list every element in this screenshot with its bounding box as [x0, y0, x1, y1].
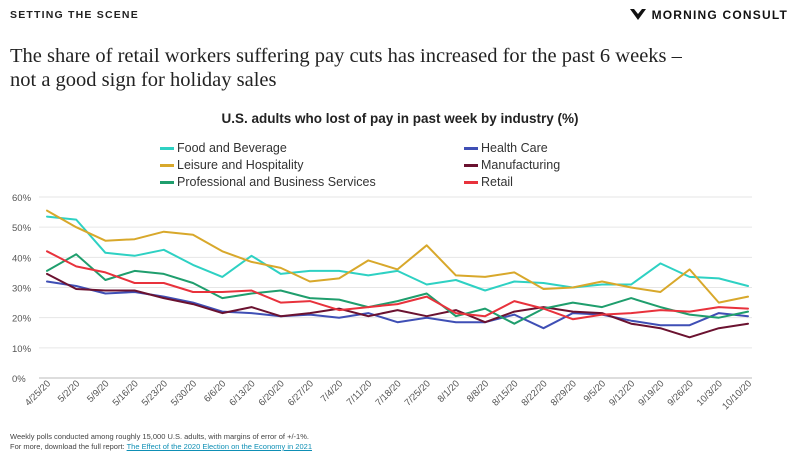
x-tick-label: 7/4/20	[319, 378, 345, 404]
x-tick-label: 10/10/20	[720, 378, 754, 412]
x-tick-label: 5/16/20	[111, 378, 141, 408]
footnote-methodology: Weekly polls conducted among roughly 15,…	[10, 432, 309, 441]
x-tick-label: 5/23/20	[140, 378, 170, 408]
legend-item-manufacturing: Manufacturing	[464, 158, 560, 172]
x-tick-label: 6/6/20	[202, 378, 228, 404]
chart-title: U.S. adults who lost of pay in past week…	[221, 111, 579, 126]
legend-label: Health Care	[481, 141, 548, 155]
legend-item-leisure-and-hospitality: Leisure and Hospitality	[160, 158, 303, 172]
headline: The share of retail workers suffering pa…	[10, 44, 710, 92]
morning-consult-logo-icon	[629, 9, 646, 20]
legend-label: Professional and Business Services	[177, 175, 376, 189]
legend-swatch	[464, 163, 478, 167]
y-tick-label: 50%	[12, 223, 32, 234]
series-line-retail	[46, 250, 749, 321]
brand-logo: MORNING CONSULT	[629, 8, 788, 22]
y-tick-label: 20%	[12, 314, 32, 325]
y-tick-label: 10%	[12, 344, 32, 355]
x-tick-label: 6/20/20	[257, 378, 287, 408]
x-tick-label: 7/25/20	[403, 378, 433, 408]
x-tick-label: 5/30/20	[169, 378, 199, 408]
x-tick-label: 7/11/20	[345, 378, 375, 408]
legend-swatch	[160, 146, 174, 150]
legend-item-health-care: Health Care	[464, 141, 548, 155]
x-tick-label: 8/8/20	[465, 378, 491, 404]
x-tick-label: 8/15/20	[490, 378, 520, 408]
y-tick-label: 60%	[12, 193, 32, 204]
legend-swatch	[160, 180, 174, 184]
headline-line-1: The share of retail workers suffering pa…	[10, 45, 682, 67]
section-label: SETTING THE SCENE	[10, 9, 139, 21]
legend-label: Food and Beverage	[177, 141, 287, 155]
series-line-food-and-beverage	[46, 215, 749, 292]
series-line-leisure-and-hospitality	[46, 209, 749, 304]
chart-legend: Food and Beverage Health Care Leisure an…	[0, 141, 800, 189]
series-line-professional-and-business-services	[46, 253, 749, 325]
legend-swatch	[464, 146, 478, 150]
y-tick-label: 40%	[12, 253, 32, 264]
x-tick-label: 9/19/20	[636, 378, 666, 408]
x-tick-label: 6/13/20	[227, 378, 257, 408]
x-tick-label: 8/22/20	[519, 378, 549, 408]
footnote-download-prefix: For more, download the full report:	[10, 442, 127, 451]
series-line-health-care	[46, 280, 749, 330]
x-tick-label: 9/26/20	[666, 378, 696, 408]
footnote-download: For more, download the full report: The …	[10, 442, 312, 452]
x-tick-label: 8/1/20	[436, 378, 462, 404]
legend-item-retail: Retail	[464, 175, 513, 189]
legend-item-professional-and-business-services: Professional and Business Services	[160, 175, 376, 189]
legend-item-food-and-beverage: Food and Beverage	[160, 141, 287, 155]
headline-line-2: not a good sign for holiday sales	[10, 69, 277, 91]
footnote: Weekly polls conducted among roughly 15,…	[10, 432, 312, 452]
brand-name: MORNING CONSULT	[651, 8, 788, 22]
legend-label: Retail	[481, 175, 513, 189]
y-tick-label: 0%	[12, 374, 26, 385]
x-tick-label: 6/27/20	[286, 378, 316, 408]
x-tick-label: 9/5/20	[582, 378, 608, 404]
legend-label: Leisure and Hospitality	[177, 158, 304, 172]
legend-label: Manufacturing	[481, 158, 561, 172]
y-tick-label: 30%	[12, 284, 32, 295]
series-line-manufacturing	[46, 272, 749, 339]
report-link[interactable]: The Effect of the 2020 Election on the E…	[126, 442, 312, 451]
x-tick-label: 5/2/20	[56, 378, 82, 404]
legend-swatch	[160, 163, 174, 167]
x-tick-label: 7/18/20	[373, 378, 403, 408]
x-tick-label: 4/25/20	[23, 378, 53, 408]
x-tick-label: 5/9/20	[85, 378, 111, 404]
x-tick-label: 8/29/20	[549, 378, 579, 408]
legend-swatch	[464, 180, 478, 184]
x-tick-label: 9/12/20	[607, 378, 637, 408]
